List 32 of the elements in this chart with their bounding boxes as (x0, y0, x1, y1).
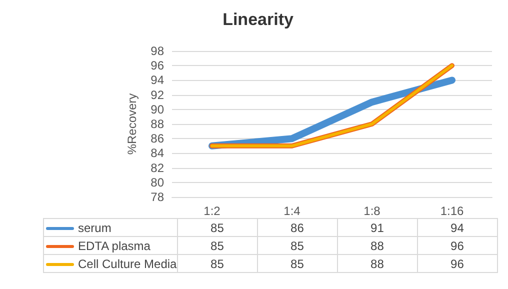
y-tick-label: 96 (150, 58, 164, 73)
x-tick-label: 1:4 (284, 204, 301, 218)
y-tick-label: 98 (150, 44, 164, 58)
data-label: 85 (257, 236, 338, 254)
x-tick-label: 1:2 (204, 204, 221, 218)
legend-label: Cell Culture Media (44, 254, 178, 272)
y-tick-label: 84 (150, 146, 164, 160)
data-label: 96 (417, 254, 498, 272)
y-tick-label: 86 (150, 132, 164, 146)
data-label: 96 (417, 236, 498, 254)
data-label: 94 (417, 218, 498, 236)
legend-label: serum (44, 218, 178, 236)
x-tick-label: 1:8 (364, 204, 381, 218)
data-label: 86 (257, 218, 338, 236)
chart-title: Linearity (222, 10, 294, 29)
data-label: 88 (337, 254, 418, 272)
y-tick-label: 78 (150, 190, 164, 204)
y-tick-label: 92 (150, 88, 164, 102)
y-tick-label: 80 (150, 175, 164, 190)
data-label: 85 (177, 218, 258, 236)
y-tick-label: 82 (150, 160, 164, 175)
data-label: 85 (177, 254, 258, 272)
y-axis-title: %Recovery (125, 93, 139, 155)
x-tick-label: 1:16 (440, 204, 464, 218)
data-label: 88 (337, 236, 418, 254)
y-tick-label: 88 (150, 117, 164, 131)
legend-label: EDTA plasma (44, 236, 178, 254)
y-tick-label: 90 (150, 102, 164, 116)
data-label: 91 (337, 218, 418, 236)
data-label: 85 (177, 236, 258, 254)
y-tick-label: 94 (150, 73, 164, 88)
data-label: 85 (257, 254, 338, 272)
